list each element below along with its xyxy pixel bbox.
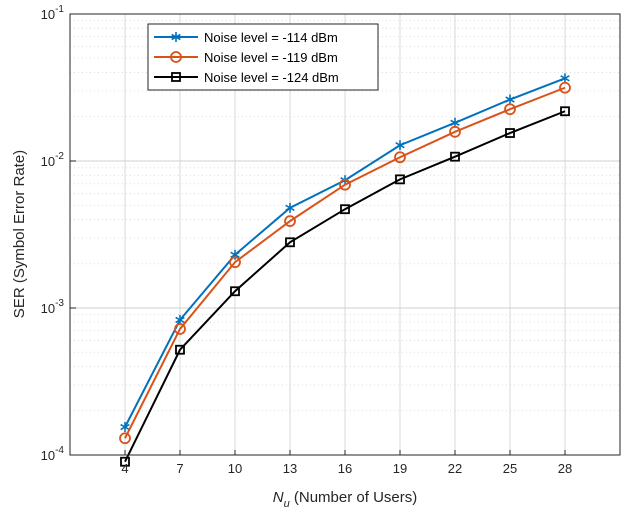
data-point [504, 103, 516, 116]
x-axis-label-subscript: u [284, 498, 290, 510]
y-tick-base: 10 [41, 7, 55, 22]
data-point [229, 256, 241, 269]
x-tick-label: 22 [448, 461, 462, 476]
x-tick-label: 16 [338, 461, 352, 476]
y-tick-base: 10 [41, 301, 55, 316]
data-point [395, 140, 405, 151]
y-tick-label: 10-1 [41, 4, 65, 22]
data-point [449, 125, 461, 138]
y-tick-label: 10-3 [41, 298, 65, 316]
y-tick-base: 10 [41, 448, 55, 463]
data-point [395, 174, 405, 185]
x-tick-label: 25 [503, 461, 517, 476]
y-tick-exponent: -4 [55, 445, 64, 456]
data-point [339, 178, 351, 191]
y-tick-label: 10-4 [41, 445, 65, 463]
data-point [120, 456, 130, 467]
legend-marker [171, 32, 181, 42]
x-tick-label: 19 [393, 461, 407, 476]
data-point [230, 286, 240, 297]
data-point [285, 237, 295, 248]
y-axis-label: SER (Symbol Error Rate) [11, 150, 28, 318]
data-point [560, 106, 570, 117]
x-axis-label-symbol: N [273, 489, 284, 506]
legend-marker [171, 72, 181, 82]
data-point [175, 344, 185, 355]
y-tick-base: 10 [41, 154, 55, 169]
series-line [124, 110, 566, 463]
data-point [560, 73, 570, 84]
legend-label: Noise level = -119 dBm [204, 50, 338, 65]
data-point [505, 94, 515, 105]
data-point [285, 202, 295, 213]
data-point [230, 249, 240, 260]
x-tick-label: 13 [283, 461, 297, 476]
series-layer [119, 73, 571, 467]
data-point [284, 215, 296, 228]
y-tick-exponent: -1 [55, 4, 64, 15]
y-tick-label: 10-2 [41, 151, 65, 169]
y-tick-exponent: -2 [55, 151, 64, 162]
data-point [119, 432, 131, 445]
series-2 [119, 81, 571, 445]
y-tick-exponent: -3 [55, 298, 64, 309]
x-axis-label: Nu (Number of Users) [273, 489, 418, 510]
series-line [124, 86, 566, 439]
legend-label: Noise level = -114 dBm [204, 30, 338, 45]
data-point [450, 151, 460, 162]
legend: Noise level = -114 dBm Noise level = -119… [147, 23, 379, 91]
data-point [505, 128, 515, 138]
data-point [120, 422, 130, 433]
data-point [559, 81, 571, 94]
legend-marker [170, 51, 182, 63]
x-tick-label: 7 [176, 461, 183, 476]
x-tick-label: 28 [558, 461, 572, 476]
data-point [340, 204, 350, 215]
series-3 [120, 106, 570, 467]
x-axis-label-text: (Number of Users) [290, 489, 418, 506]
x-tick-label: 10 [228, 461, 242, 476]
legend-label: Noise level = -124 dBm [204, 70, 339, 85]
data-point [394, 151, 406, 164]
x-tick-label: 4 [121, 461, 128, 476]
data-point [174, 323, 186, 335]
